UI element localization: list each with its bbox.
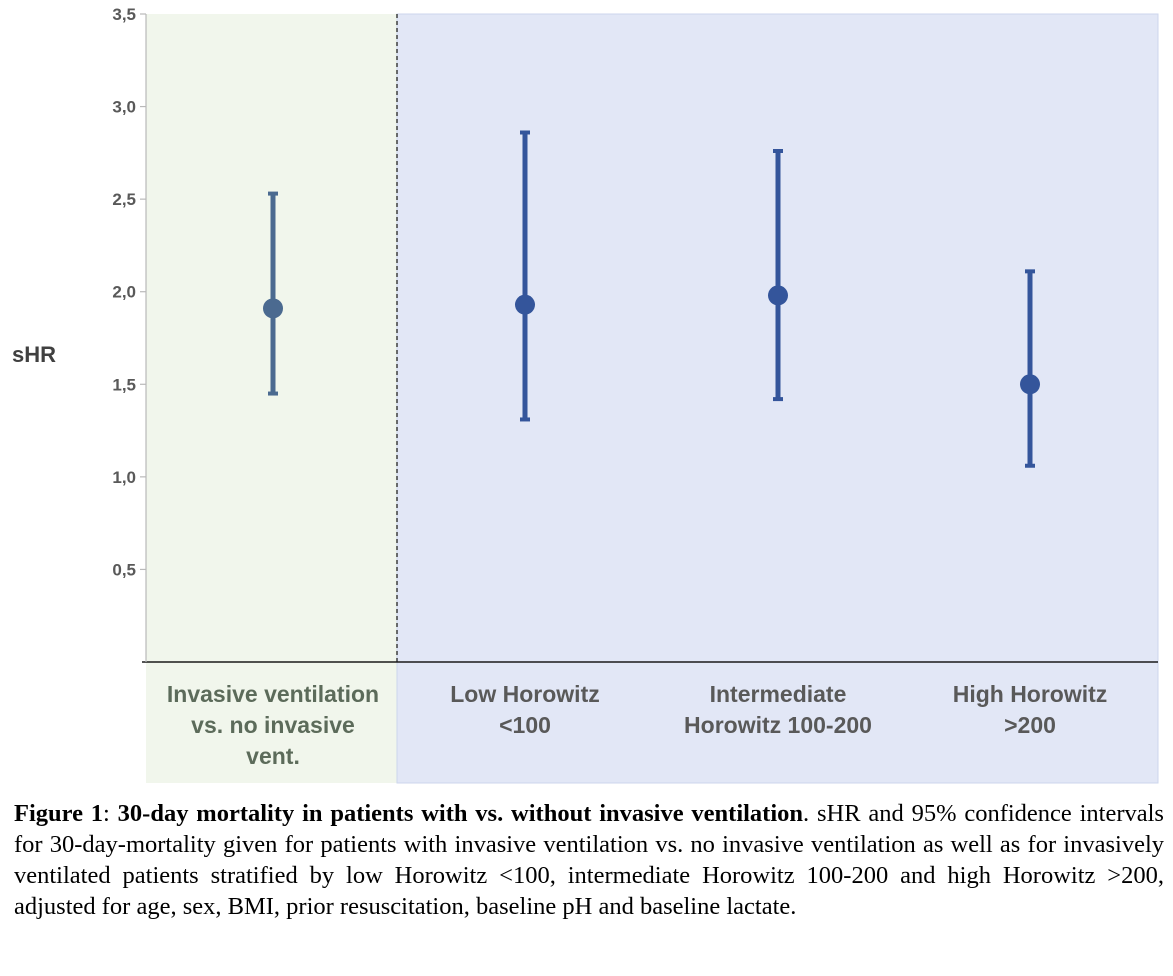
x-category-label-line: Horowitz 100-200 (684, 712, 872, 738)
data-points (263, 130, 1040, 468)
y-tick-label: 2,5 (112, 190, 136, 209)
y-tick-label: 3,0 (112, 98, 136, 117)
shr-point-marker (768, 285, 788, 306)
caption-label: Figure 1 (14, 800, 104, 827)
x-category-label-line: vs. no invasive (191, 712, 355, 738)
shr-point-marker (515, 294, 535, 315)
shr-point-marker (263, 298, 283, 319)
data-point-group (515, 130, 535, 422)
x-category-label: Low Horowitz <100 (395, 679, 655, 741)
x-category-label: High Horowitz >200 (900, 679, 1160, 741)
x-category-label-line: Low Horowitz (450, 681, 600, 707)
x-category-label: Invasive ventilation vs. no invasive vent. (143, 679, 403, 772)
first-group-background (146, 14, 397, 783)
caption-title: 30-day mortality in patients with vs. wi… (117, 800, 804, 827)
x-category-label-line: Intermediate (709, 681, 847, 707)
shr-point-marker (1020, 374, 1040, 395)
caption-separator: : (103, 800, 118, 827)
x-category-label-line: vent. (246, 743, 300, 769)
chart: 0,5 1,0 1,5 2,0 2,5 3,0 3,5 sHR (12, 5, 1159, 784)
x-category-label-line: >200 (1004, 712, 1056, 738)
figure-caption: Figure 1: 30-day mortality in patients w… (14, 798, 1164, 922)
y-tick-label: 0,5 (112, 560, 136, 579)
x-category-label: Intermediate Horowitz 100-200 (648, 679, 908, 741)
caption-body: . sHR and 95% confidence intervals for 3… (14, 800, 1164, 920)
data-point-group (263, 191, 283, 396)
y-axis-label: sHR (12, 342, 56, 367)
y-tick-label: 3,5 (112, 5, 136, 24)
data-point-group (1020, 269, 1040, 468)
data-point-group (768, 149, 788, 402)
x-category-label-line: High Horowitz (952, 681, 1108, 707)
y-tick-label: 2,0 (112, 283, 136, 302)
y-axis-ticks: 0,5 1,0 1,5 2,0 2,5 3,0 3,5 (112, 5, 146, 579)
y-tick-label: 1,0 (112, 468, 136, 487)
y-tick-label: 1,5 (112, 375, 136, 394)
x-category-label-line: Invasive ventilation (166, 681, 380, 707)
x-category-label-line: <100 (499, 712, 551, 738)
